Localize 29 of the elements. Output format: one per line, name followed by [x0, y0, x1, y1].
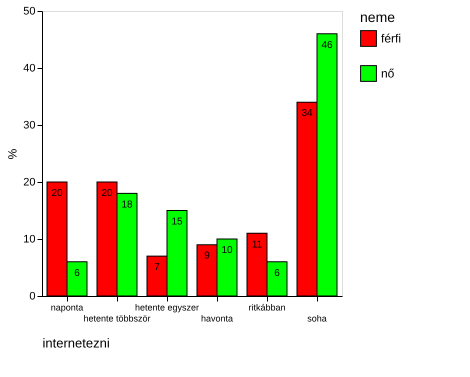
data-label: 9 [204, 250, 210, 262]
y-tick-label: 0 [29, 290, 36, 302]
x-tick-label: havonta [200, 314, 234, 324]
y-tick-label: 50 [23, 6, 36, 18]
data-label: 34 [301, 108, 313, 120]
data-label: 46 [321, 40, 333, 51]
data-label: 20 [101, 188, 113, 199]
data-label: 18 [121, 199, 133, 210]
data-label: 20 [51, 188, 63, 199]
legend-label: férfi [381, 32, 402, 46]
x-axis-title: internetezni [42, 336, 110, 350]
y-tick-label: 30 [23, 120, 36, 132]
data-label: 6 [274, 268, 280, 279]
data-label: 7 [154, 262, 160, 274]
y-tick-label: 20 [23, 176, 36, 188]
legend-title: neme [360, 9, 396, 25]
x-tick-label: soha [307, 314, 327, 324]
x-tick-label: hetente egyszer [134, 302, 200, 312]
x-tick-label: hetente többször [83, 314, 151, 324]
y-axis-title: % [5, 148, 20, 160]
x-tick-label: naponta [50, 302, 84, 312]
data-label: 10 [221, 245, 233, 256]
y-tick-label: 10 [23, 234, 36, 246]
x-tick-label: ritkábban [248, 302, 286, 312]
data-label: 11 [252, 239, 263, 250]
y-tick-label: 40 [23, 62, 36, 74]
data-label: 6 [74, 268, 80, 279]
legend-label: nő [381, 66, 395, 80]
data-label: 15 [171, 216, 183, 228]
